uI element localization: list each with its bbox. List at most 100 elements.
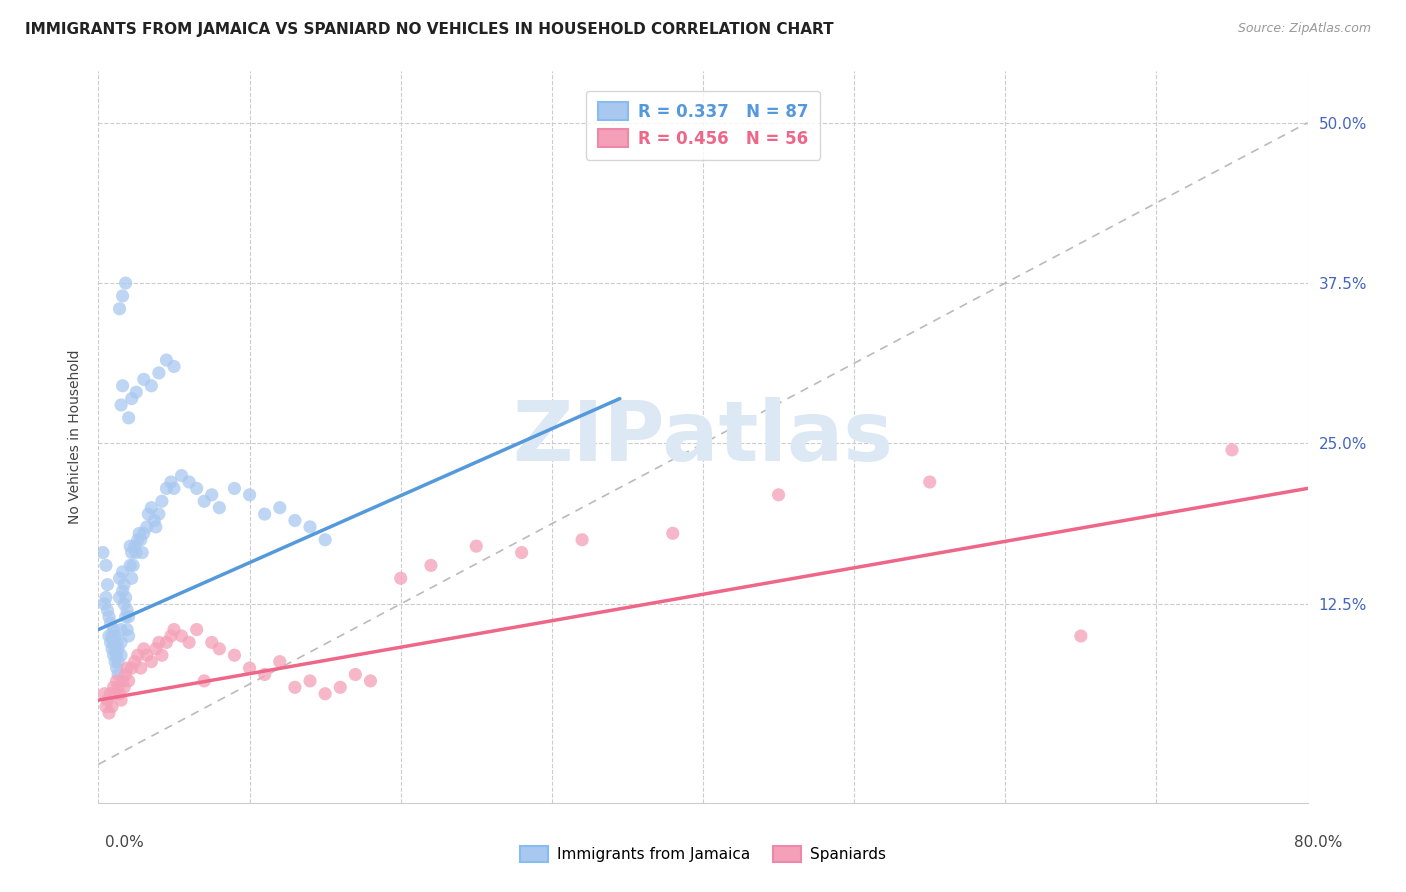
Point [135, 648, 157, 663]
Point [208, 500, 231, 515]
Point [104, 641, 127, 656]
Point [186, 482, 208, 496]
Point [768, 488, 790, 502]
Point [124, 655, 146, 669]
Point [193, 673, 215, 688]
Point [104, 687, 127, 701]
Point [269, 655, 291, 669]
Point [269, 500, 291, 515]
Point [94, 591, 117, 605]
Point [105, 661, 128, 675]
Point [120, 539, 142, 553]
Point [208, 641, 231, 656]
Point [127, 533, 149, 547]
Point [131, 545, 153, 559]
Point [100, 616, 122, 631]
Point [110, 635, 132, 649]
Point [186, 623, 208, 637]
Point [125, 385, 148, 400]
Point [314, 533, 336, 547]
Point [101, 699, 124, 714]
Point [98, 706, 121, 720]
Y-axis label: No Vehicles in Household: No Vehicles in Household [69, 350, 83, 524]
Point [179, 635, 201, 649]
Point [114, 667, 136, 681]
Point [360, 673, 382, 688]
Point [115, 603, 138, 617]
Point [179, 475, 201, 489]
Point [170, 629, 193, 643]
Point [120, 558, 142, 573]
Point [108, 591, 131, 605]
Point [224, 482, 246, 496]
Text: Source: ZipAtlas.com: Source: ZipAtlas.com [1237, 22, 1371, 36]
Point [110, 623, 132, 637]
Point [661, 526, 683, 541]
Point [148, 507, 170, 521]
Point [420, 558, 443, 573]
Point [111, 565, 134, 579]
Point [115, 661, 138, 675]
Point [201, 635, 224, 649]
Point [121, 392, 143, 406]
Point [93, 687, 115, 701]
Point [329, 681, 352, 695]
Point [103, 623, 125, 637]
Point [103, 681, 125, 695]
Point [148, 635, 170, 649]
Point [98, 609, 121, 624]
Point [100, 687, 122, 701]
Legend: Immigrants from Jamaica, Spaniards: Immigrants from Jamaica, Spaniards [515, 839, 891, 868]
Text: 0.0%: 0.0% [105, 836, 145, 850]
Point [160, 475, 183, 489]
Point [103, 648, 125, 663]
Point [299, 520, 322, 534]
Point [132, 526, 155, 541]
Point [155, 353, 177, 368]
Point [143, 514, 166, 528]
Point [101, 641, 124, 656]
Point [114, 276, 136, 290]
Point [135, 520, 157, 534]
Point [150, 648, 173, 663]
Point [118, 609, 141, 624]
Point [96, 693, 118, 707]
Point [389, 571, 412, 585]
Point [105, 648, 128, 663]
Point [132, 372, 155, 386]
Point [110, 693, 132, 707]
Point [253, 667, 276, 681]
Point [104, 629, 127, 643]
Point [141, 378, 163, 392]
Point [100, 635, 122, 649]
Legend: R = 0.337   N = 87, R = 0.456   N = 56: R = 0.337 N = 87, R = 0.456 N = 56 [586, 91, 820, 160]
Point [111, 584, 134, 599]
Point [105, 673, 128, 688]
Point [163, 359, 186, 374]
Point [110, 648, 132, 663]
Point [114, 609, 136, 624]
Point [1220, 442, 1243, 457]
Point [105, 635, 128, 649]
Point [96, 603, 118, 617]
Point [136, 507, 159, 521]
Point [571, 533, 593, 547]
Point [91, 545, 114, 559]
Point [510, 545, 533, 559]
Point [160, 629, 183, 643]
Point [141, 500, 163, 515]
Point [115, 623, 138, 637]
Point [155, 482, 177, 496]
Point [112, 597, 135, 611]
Point [125, 545, 148, 559]
Point [163, 623, 186, 637]
Point [299, 673, 322, 688]
Point [150, 494, 173, 508]
Point [108, 301, 131, 316]
Point [284, 681, 307, 695]
Point [108, 687, 131, 701]
Point [128, 526, 150, 541]
Point [145, 641, 167, 656]
Point [141, 655, 163, 669]
Point [132, 641, 155, 656]
